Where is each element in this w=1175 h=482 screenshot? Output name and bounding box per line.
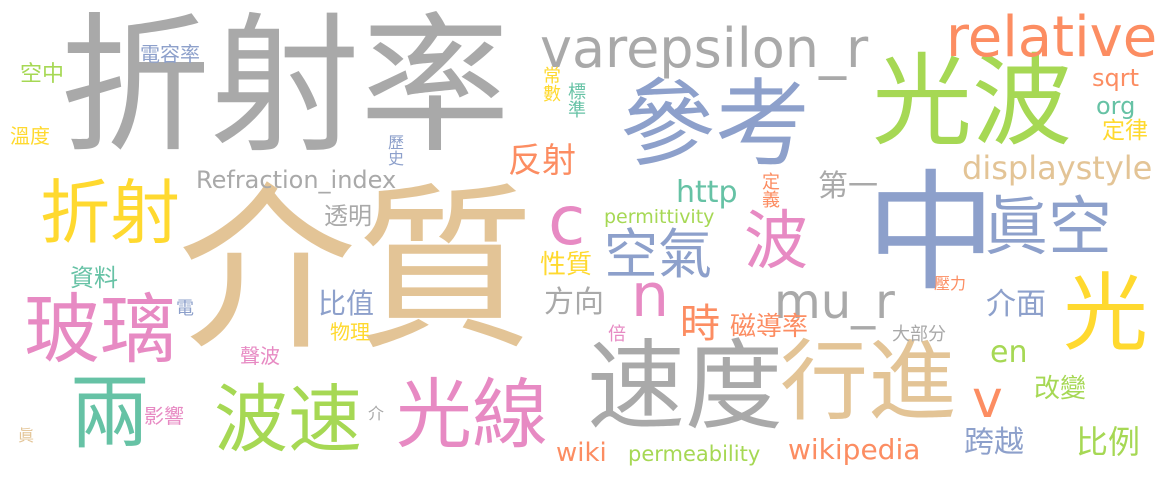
word-guangxian: 光線 [396,370,548,459]
word-wikipedia: wikipedia [788,433,921,466]
word-relative: relative [946,5,1158,70]
word-wiki: wiki [556,438,607,468]
word-bosu: 波速 [214,377,362,463]
word-dianronglv: 電容率 [140,42,200,66]
word-dian: 電 [176,298,194,319]
word-v: v [972,370,1003,430]
word-cidaolv: 磁導率 [730,312,809,342]
word-guang: 光 [1063,265,1149,364]
word-diyi: 第一 [818,169,878,204]
word-touming: 透明 [324,202,372,230]
word-kuayue: 跨越 [964,425,1024,460]
word-ziliao: 資料 [70,264,118,292]
word-varepsilon-r: varepsilon_r [540,17,869,80]
word-xingjin: 行進 [780,330,957,433]
word-n: n [631,261,670,331]
word-shengbo: 聲波 [240,344,280,368]
word-zhen: 眞 [18,426,35,445]
word-jiezhi: 介質 [178,167,534,374]
word-permittivity: permittivity [604,206,715,228]
word-http: http [676,175,738,210]
word-dabufen: 大部分 [892,324,946,345]
word-zheshelv: 折射率 [60,0,511,174]
word-shi: 時 [680,301,720,347]
word-dingyi: 定義 [759,172,780,208]
word-org: org [1096,92,1136,120]
word-xingzhi: 性質 [540,250,593,280]
word-guangbo: 光波 [872,43,1072,160]
word-sqrt: sqrt [1092,64,1140,92]
word-jiemian: 介面 [986,287,1046,322]
word-bizhi: 比值 [318,287,375,320]
word-zhenkong: 眞空 [984,191,1112,265]
word-boli: 玻璃 [24,285,176,374]
word-lishi: 歷史 [385,134,404,166]
word-permeability: permeability [628,442,761,466]
word-bei: 倍 [608,324,626,345]
word-kongzhong: 空中 [20,62,65,87]
word-gaibian: 改變 [1034,374,1087,404]
word-refraction-index: Refraction_index [196,166,397,194]
word-bo: 波 [744,205,808,279]
word-jie: 介 [368,404,385,423]
word-wuli: 物理 [330,320,370,344]
word-c: c [548,182,586,261]
word-sudu: 速度 [587,330,784,444]
word-changshu: 常數 [540,66,561,102]
word-bili: 比例 [1076,423,1141,461]
word-wendu: 溫度 [10,124,50,148]
word-yali: 壓力 [934,274,967,293]
word-cankao: 參考 [620,70,811,180]
word-dinglv: 定律 [1102,118,1148,144]
word-displaystyle: displaystyle [962,149,1153,187]
word-biaozhun: 標準 [565,82,586,118]
word-zhong: 中 [866,157,997,309]
word-yingxiang: 影響 [144,404,184,428]
word-liang: 兩 [70,367,150,460]
word-fanshe: 反射 [508,141,576,181]
word-zheshe: 折射 [40,172,180,254]
word-kongqi: 空氣 [604,223,712,286]
word-en: en [990,335,1028,370]
word-fangxiang: 方向 [544,285,604,320]
word-mu-r: mu_r [774,274,895,330]
